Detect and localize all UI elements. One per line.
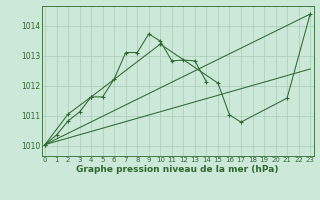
X-axis label: Graphe pression niveau de la mer (hPa): Graphe pression niveau de la mer (hPa) <box>76 165 279 174</box>
